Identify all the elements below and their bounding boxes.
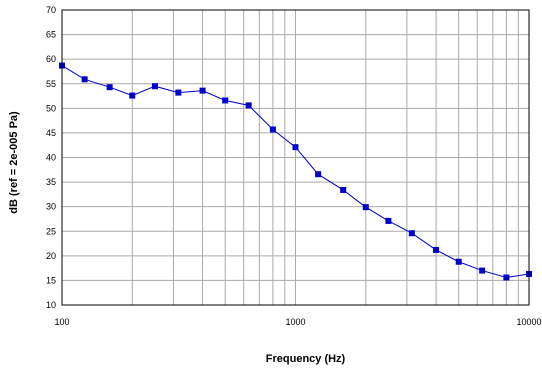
data-point [340,186,347,193]
y-tick-label: 55 [46,79,56,89]
x-tick-label: 100 [54,317,69,327]
data-point [222,97,229,104]
data-point [199,87,206,94]
y-tick-label: 60 [46,54,56,64]
y-tick-label: 35 [46,177,56,187]
y-tick-label: 40 [46,153,56,163]
data-point [129,92,136,99]
data-point [362,204,369,211]
data-point [81,76,88,83]
y-tick-label: 20 [46,251,56,261]
y-tick-label: 30 [46,202,56,212]
data-point [433,246,440,253]
data-point [408,230,415,237]
data-point [385,217,392,224]
y-tick-label: 45 [46,128,56,138]
data-point [106,84,113,91]
y-tick-label: 15 [46,275,56,285]
plot-frame [61,9,530,306]
y-tick-label: 70 [46,5,56,15]
data-point [151,83,158,90]
data-point [269,126,276,133]
y-tick-label: 65 [46,30,56,40]
x-tick-labels: 100 1000 10000 [54,317,541,327]
data-point [315,171,322,178]
data-point [245,102,252,109]
y-axis-title: dB (ref = 2e-005 Pa) [8,111,20,214]
y-tick-label: 10 [46,300,56,310]
y-tick-label: 50 [46,103,56,113]
x-tick-label: 1000 [285,317,305,327]
y-tick-label: 25 [46,226,56,236]
x-axis-title: Frequency (Hz) [266,353,346,365]
y-tick-labels: 10 15 20 25 30 35 40 45 50 55 60 65 70 [46,5,56,310]
data-point [503,274,510,281]
data-point [455,258,462,265]
x-tick-label: 10000 [516,317,541,327]
data-point [292,144,299,151]
data-point [479,267,486,274]
data-point [175,89,182,96]
